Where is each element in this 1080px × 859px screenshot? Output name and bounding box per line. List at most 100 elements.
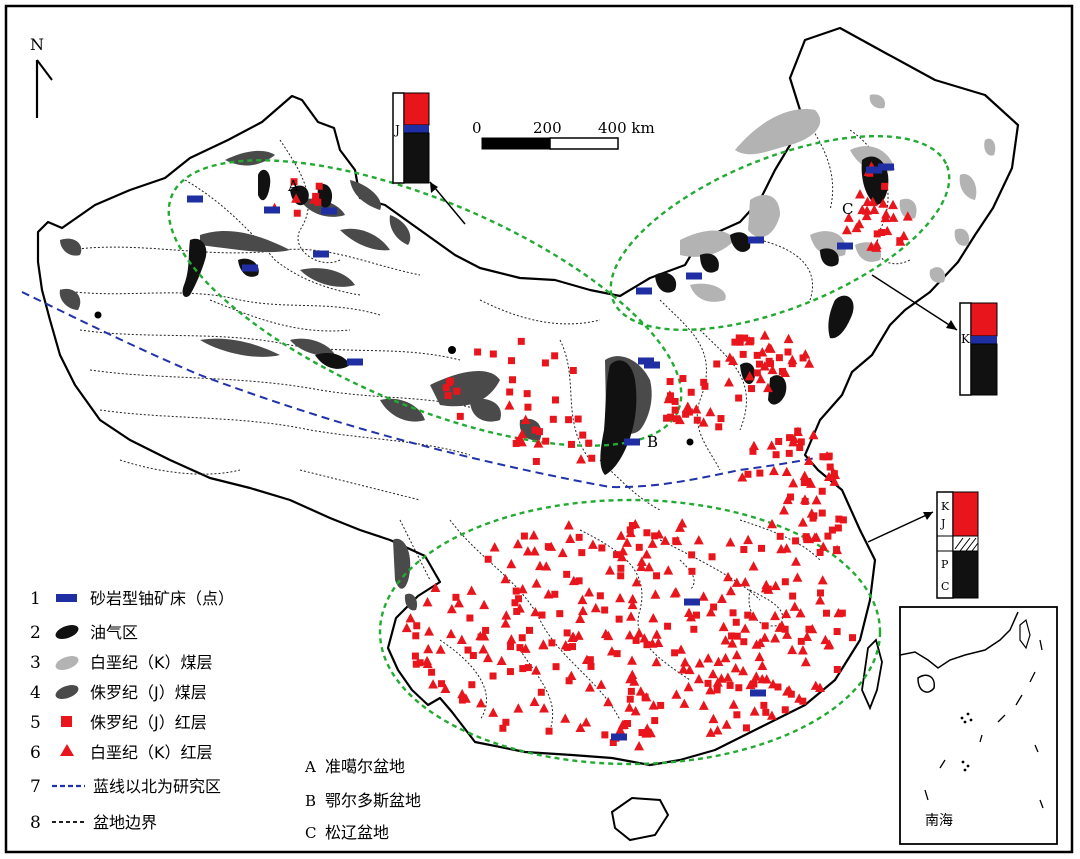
red-layer-cretaceous-symbol bbox=[855, 189, 865, 199]
red-layer-cretaceous-symbol bbox=[514, 603, 525, 613]
red-layer-cretaceous-symbol bbox=[740, 623, 751, 633]
red-layer-jurassic-symbol bbox=[458, 696, 466, 704]
north-arrow-head bbox=[36, 59, 53, 81]
red-layer-cretaceous-symbol bbox=[647, 638, 658, 648]
red-layer-cretaceous-symbol bbox=[799, 494, 810, 504]
red-layer-cretaceous-symbol bbox=[645, 727, 656, 738]
red-layer-cretaceous-symbol bbox=[489, 542, 500, 552]
column-cretaceous-label: K bbox=[961, 332, 971, 346]
red-layer-jurassic-symbol bbox=[672, 537, 680, 545]
red-layer-jurassic-symbol bbox=[785, 449, 793, 457]
red-layer-cretaceous-symbol bbox=[728, 699, 739, 709]
red-layer-cretaceous-symbol bbox=[648, 613, 659, 623]
red-layer-cretaceous-symbol bbox=[626, 611, 636, 621]
red-layer-jurassic-symbol bbox=[643, 641, 651, 649]
red-layer-jurassic-symbol bbox=[685, 408, 693, 416]
red-layer-cretaceous-symbol bbox=[797, 645, 808, 655]
red-layer-jurassic-symbol bbox=[545, 727, 553, 735]
red-layer-cretaceous-symbol bbox=[809, 532, 820, 542]
red-layer-jurassic-symbol bbox=[565, 416, 573, 424]
red-layer-jurassic-symbol bbox=[518, 634, 526, 642]
red-layer-jurassic-symbol bbox=[781, 578, 789, 586]
red-layer-jurassic-symbol bbox=[438, 680, 446, 688]
red-layer-jurassic-symbol bbox=[511, 599, 519, 607]
red-layer-jurassic-symbol bbox=[575, 577, 583, 585]
red-layer-cretaceous-symbol bbox=[779, 505, 789, 515]
red-layer-jurassic-symbol bbox=[523, 390, 531, 398]
red-layer-jurassic-symbol bbox=[468, 681, 476, 689]
red-layer-cretaceous-symbol bbox=[641, 549, 652, 559]
red-layer-cretaceous-symbol bbox=[705, 727, 716, 737]
red-layer-cretaceous-symbol bbox=[815, 682, 825, 692]
svg-text:蓝线以北为研究区: 蓝线以北为研究区 bbox=[93, 777, 221, 796]
red-layer-jurassic-symbol bbox=[690, 625, 698, 633]
red-layer-jurassic-symbol bbox=[509, 376, 517, 384]
legend-symbol-oil-gas bbox=[55, 625, 79, 639]
uranium-deposit-marker bbox=[878, 163, 894, 171]
svg-text:A: A bbox=[304, 758, 316, 776]
red-layer-jurassic-symbol bbox=[549, 415, 557, 423]
svg-text:白垩纪（K）煤层: 白垩纪（K）煤层 bbox=[90, 653, 213, 672]
red-layer-jurassic-symbol bbox=[444, 392, 452, 400]
red-layer-cretaceous-symbol bbox=[533, 438, 544, 448]
red-layer-cretaceous-symbol bbox=[808, 429, 819, 440]
red-layer-cretaceous-symbol bbox=[466, 585, 477, 595]
red-layer-cretaceous-symbol bbox=[782, 494, 793, 505]
red-layer-cretaceous-symbol bbox=[520, 643, 531, 653]
red-layer-jurassic-symbol bbox=[761, 622, 769, 630]
red-layer-cretaceous-symbol bbox=[475, 630, 486, 641]
uranium-deposit-marker bbox=[321, 207, 337, 215]
red-layer-cretaceous-symbol bbox=[529, 546, 540, 556]
red-layer-jurassic-symbol bbox=[740, 546, 748, 554]
red-layer-jurassic-symbol bbox=[735, 684, 743, 692]
red-layer-jurassic-symbol bbox=[516, 644, 524, 652]
red-layer-cretaceous-symbol bbox=[575, 722, 586, 732]
scale-bar: 0 200 400 km bbox=[472, 119, 655, 150]
south-china-sea-inset: 南海 bbox=[899, 606, 1058, 845]
red-layer-cretaceous-symbol bbox=[506, 558, 517, 569]
red-layer-cretaceous-symbol bbox=[679, 698, 690, 708]
strat-column-jurassic: J bbox=[392, 92, 466, 225]
red-layer-cretaceous-symbol bbox=[725, 585, 736, 596]
red-layer-jurassic-symbol bbox=[799, 697, 807, 705]
study-area-boundary-line bbox=[21, 291, 816, 489]
red-layer-cretaceous-symbol bbox=[881, 209, 892, 219]
uranium-deposit-marker bbox=[636, 287, 652, 295]
red-layer-cretaceous-symbol bbox=[691, 404, 702, 414]
red-layer-cretaceous-symbol bbox=[705, 685, 716, 695]
red-layer-cretaceous-symbol bbox=[500, 618, 511, 628]
red-layer-jurassic-symbol bbox=[833, 665, 841, 673]
red-layer-cretaceous-symbol bbox=[843, 212, 854, 222]
legend-symbol-coal-cretaceous bbox=[55, 656, 79, 670]
red-layer-cretaceous-symbol bbox=[584, 587, 595, 597]
red-layer-jurassic-symbol bbox=[833, 628, 841, 636]
legend-item-red-cretaceous: 6 白垩纪（K）红层 bbox=[30, 743, 213, 763]
uranium-deposit-marker bbox=[684, 598, 700, 606]
red-layer-cretaceous-symbol bbox=[401, 622, 412, 633]
red-layer-jurassic-symbol bbox=[657, 701, 665, 709]
red-layer-jurassic-symbol bbox=[663, 414, 671, 422]
red-layer-cretaceous-symbol bbox=[530, 606, 541, 617]
red-layer-jurassic-symbol bbox=[819, 453, 827, 461]
red-layer-cretaceous-symbol bbox=[867, 196, 878, 207]
red-layer-jurassic-symbol bbox=[290, 178, 298, 186]
basin-legend-b: B 鄂尔多斯盆地 bbox=[305, 791, 421, 810]
red-layer-jurassic-symbol bbox=[653, 572, 661, 580]
red-layer-cretaceous-symbol bbox=[830, 469, 841, 480]
red-layer-cretaceous-symbol bbox=[424, 626, 435, 636]
red-layer-jurassic-symbol bbox=[579, 431, 587, 439]
red-layer-cretaceous-symbol bbox=[577, 594, 588, 605]
red-layer-cretaceous-symbol bbox=[782, 629, 792, 639]
red-layer-jurassic-symbol bbox=[601, 606, 609, 614]
red-layer-jurassic-symbol bbox=[551, 352, 559, 360]
red-layer-cretaceous-symbol bbox=[833, 607, 844, 618]
column-kj-label-c: C bbox=[941, 580, 949, 593]
red-layer-cretaceous-symbol bbox=[435, 644, 446, 654]
scale-tick-0: 0 bbox=[472, 119, 482, 137]
red-layer-cretaceous-symbol bbox=[488, 707, 499, 717]
uranium-deposit-marker bbox=[264, 206, 280, 214]
red-layer-cretaceous-symbol bbox=[603, 696, 614, 707]
red-layer-jurassic-symbol bbox=[848, 634, 856, 642]
red-layer-cretaceous-symbol bbox=[603, 630, 614, 641]
column-kj-label-j: J bbox=[940, 517, 945, 530]
